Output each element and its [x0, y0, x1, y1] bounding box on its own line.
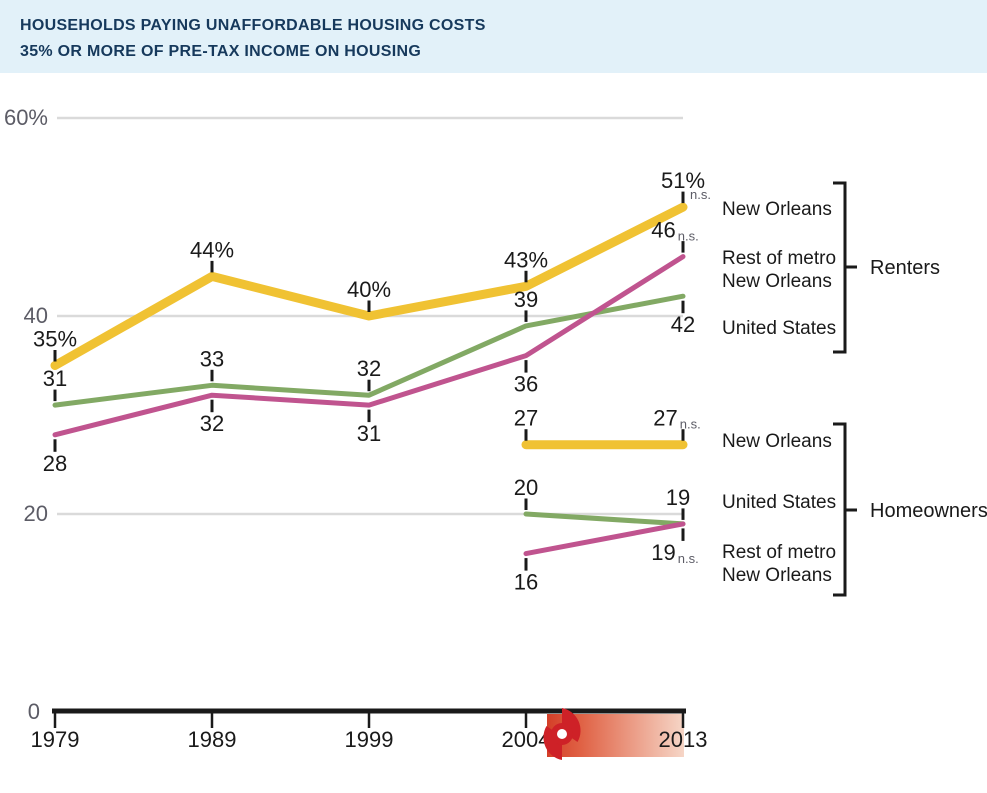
line-homeowners-united-states — [523, 511, 686, 527]
line-renters-rest-of-metro-new-orleans — [52, 254, 686, 438]
point-label-homeowners-new-orleans-2013: 27 n.s. — [653, 406, 700, 432]
ns-marker: n.s. — [690, 187, 711, 202]
x-axis-label-1989: 1989 — [188, 727, 237, 752]
x-axis-label-2004: 2004 — [502, 727, 551, 752]
line-renters-new-orleans — [50, 202, 688, 370]
x-axis-label-2013: 2013 — [659, 727, 708, 752]
legend-item-homeowners-rest-of-metro-new-orleans: New Orleans — [722, 565, 832, 586]
point-label-renters-new-orleans-1999: 40% — [347, 277, 391, 302]
legend-item-renters-new-orleans: New Orleans — [722, 199, 832, 220]
ns-marker: n.s. — [678, 551, 699, 566]
chart-title-line1: HOUSEHOLDS PAYING UNAFFORDABLE HOUSING C… — [20, 17, 486, 34]
point-label-renters-new-orleans-2004: 43% — [504, 247, 548, 272]
legend-bracket-renters — [833, 181, 857, 354]
line-homeowners-rest-of-metro-new-orleans — [523, 521, 686, 557]
point-label-renters-new-orleans-1979: 35% — [33, 327, 77, 352]
ns-marker: n.s. — [680, 417, 701, 432]
point-label-renters-united-states-2013: 42 — [671, 312, 695, 337]
point-label-renters-rest-of-metro-new-orleans-1989: 32 — [200, 411, 224, 436]
point-label-renters-new-orleans-2013: 51% — [661, 168, 705, 193]
hurricane-icon — [543, 708, 581, 760]
y-axis-label-60: 60% — [4, 105, 48, 130]
ns-marker: n.s. — [678, 229, 699, 244]
point-label-renters-united-states-1999: 32 — [357, 356, 381, 381]
legend-bracket-homeowners — [833, 422, 857, 597]
x-axis-label-1979: 1979 — [31, 727, 80, 752]
point-label-renters-rest-of-metro-new-orleans-2013: 46 n.s. — [651, 218, 698, 244]
chart-title-line2: 35% OR MORE OF PRE-TAX INCOME ON HOUSING — [20, 43, 422, 60]
y-axis-label-20: 20 — [24, 501, 48, 526]
point-label-renters-united-states-1979: 31 — [43, 366, 67, 391]
point-label-renters-united-states-2004: 39 — [514, 287, 538, 312]
x-axis-label-1999: 1999 — [345, 727, 394, 752]
chart-header: HOUSEHOLDS PAYING UNAFFORDABLE HOUSING C… — [0, 0, 987, 73]
y-axis-label-40: 40 — [24, 303, 48, 328]
y-axis-label-0: 0 — [28, 699, 40, 724]
point-label-homeowners-united-states-2004: 20 — [514, 475, 538, 500]
legend-group-label-renters: Renters — [870, 257, 940, 279]
point-label-renters-rest-of-metro-new-orleans-1999: 31 — [357, 421, 381, 446]
point-label-homeowners-united-states-2013: 19 — [666, 485, 690, 510]
legend-item-renters-united-states: United States — [722, 318, 836, 339]
point-label-renters-new-orleans-1989: 44% — [190, 237, 234, 262]
legend-item-homeowners-rest-of-metro-new-orleans: Rest of metro — [722, 542, 836, 563]
point-label-renters-rest-of-metro-new-orleans-1979: 28 — [43, 451, 67, 476]
point-label-renters-rest-of-metro-new-orleans-2004: 36 — [514, 372, 538, 397]
point-label-homeowners-rest-of-metro-new-orleans-2013: 19 n.s. — [651, 540, 698, 566]
legend-item-homeowners-united-states: United States — [722, 492, 836, 513]
line-renters-united-states — [52, 293, 686, 408]
point-label-homeowners-new-orleans-2004: 27 — [514, 406, 538, 431]
point-label-homeowners-rest-of-metro-new-orleans-2004: 16 — [514, 570, 538, 595]
legend-item-homeowners-new-orleans: New Orleans — [722, 431, 832, 452]
legend-item-renters-rest-of-metro-new-orleans: Rest of metro — [722, 248, 836, 269]
legend-item-renters-rest-of-metro-new-orleans: New Orleans — [722, 271, 832, 292]
point-label-renters-united-states-1989: 33 — [200, 346, 224, 371]
legend-group-label-homeowners: Homeowners — [870, 500, 987, 522]
